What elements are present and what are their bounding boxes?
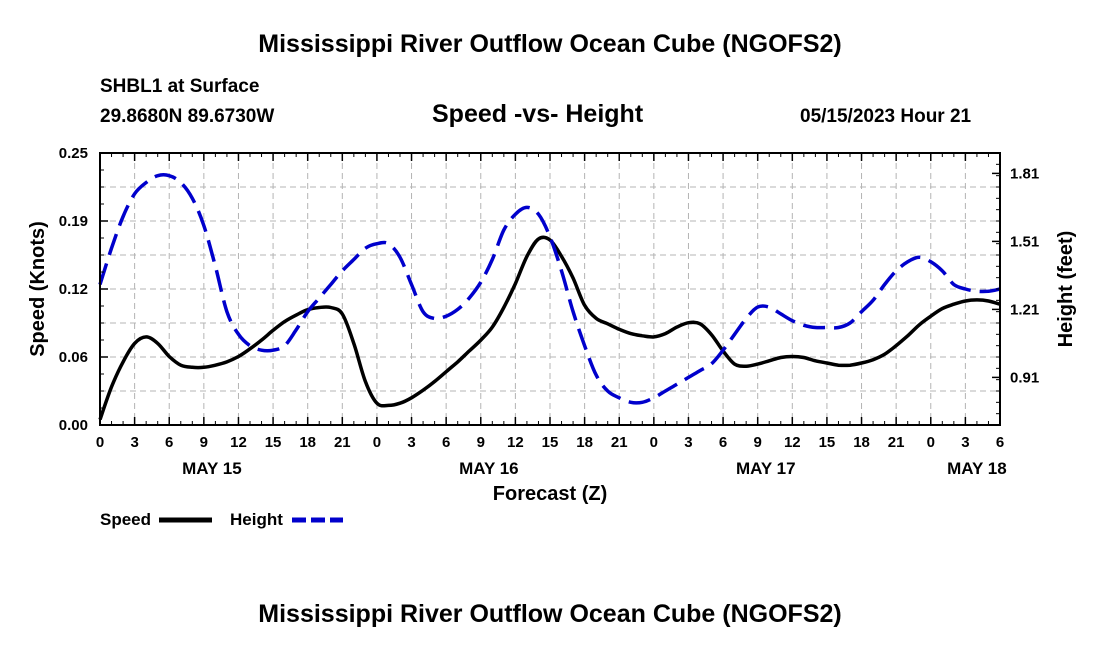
chart-main-title: Mississippi River Outflow Ocean Cube (NG… <box>258 30 842 58</box>
x-tick-label: 6 <box>165 434 173 451</box>
x-tick-label: 9 <box>200 434 208 451</box>
x-tick-label: 0 <box>373 434 381 451</box>
x-tick-label: 15 <box>265 434 282 451</box>
x-tick-label: 18 <box>299 434 316 451</box>
day-label: MAY 16 <box>459 459 519 478</box>
x-tick-label: 18 <box>576 434 593 451</box>
y-tick-label-right: 1.51 <box>1010 233 1039 250</box>
day-label: MAY 17 <box>736 459 796 478</box>
x-tick-label: 3 <box>407 434 415 451</box>
x-tick-label: 3 <box>684 434 692 451</box>
y-tick-label-left: 0.19 <box>59 213 88 230</box>
y-tick-label-right: 1.21 <box>1010 301 1039 318</box>
x-tick-label: 12 <box>230 434 247 451</box>
x-tick-label: 9 <box>477 434 485 451</box>
x-tick-label: 6 <box>996 434 1004 451</box>
x-tick-label: 15 <box>819 434 836 451</box>
station-label: SHBL1 at Surface <box>100 76 260 97</box>
legend-speed-label: Speed <box>100 510 151 529</box>
x-tick-label: 3 <box>961 434 969 451</box>
grid <box>100 153 1000 425</box>
series-line-height <box>98 173 1001 405</box>
chart-subtitle: Speed -vs- Height <box>432 100 644 128</box>
x-tick-label: 9 <box>754 434 762 451</box>
x-tick-label: 0 <box>650 434 658 451</box>
x-tick-label: 21 <box>888 434 905 451</box>
x-tick-label: 0 <box>96 434 104 451</box>
x-tick-label: 3 <box>130 434 138 451</box>
y-tick-label-right: 0.91 <box>1010 369 1039 386</box>
x-tick-label: 12 <box>507 434 524 451</box>
station-coordinates: 29.8680N 89.6730W <box>100 106 275 127</box>
day-label: MAY 18 <box>947 459 1007 478</box>
x-tick-label: 6 <box>719 434 727 451</box>
x-tick-label: 6 <box>442 434 450 451</box>
chart-main-title-repeat: Mississippi River Outflow Ocean Cube (NG… <box>258 600 842 628</box>
y-axis-title-left: Speed (Knots) <box>27 221 49 357</box>
y-tick-label-right: 1.81 <box>1010 165 1039 182</box>
y-tick-label-left: 0.00 <box>59 417 88 434</box>
day-label: MAY 15 <box>182 459 242 478</box>
y-tick-label-left: 0.25 <box>59 145 88 162</box>
y-tick-label-left: 0.12 <box>59 281 88 298</box>
axes: 0 3 6 9 12 15 18 21 0 3 6 9 12 15 18 21 0 3 6 9 12 15 18 21 0 3 6M… <box>59 145 1039 478</box>
x-tick-label: 21 <box>334 434 351 451</box>
x-tick-label: 18 <box>853 434 870 451</box>
series-layer <box>98 173 1001 421</box>
x-tick-label: 12 <box>784 434 801 451</box>
x-tick-label: 0 <box>927 434 935 451</box>
x-axis-title: Forecast (Z) <box>493 483 607 505</box>
x-tick-label: 15 <box>542 434 559 451</box>
x-tick-label: 21 <box>611 434 628 451</box>
y-tick-label-left: 0.06 <box>59 349 88 366</box>
legend-height-label: Height <box>230 510 283 529</box>
forecast-datetime: 05/15/2023 Hour 21 <box>800 106 972 127</box>
legend: Speed Height <box>100 510 343 529</box>
y-axis-title-right: Height (feet) <box>1055 231 1077 348</box>
series-line-speed <box>98 235 1001 421</box>
